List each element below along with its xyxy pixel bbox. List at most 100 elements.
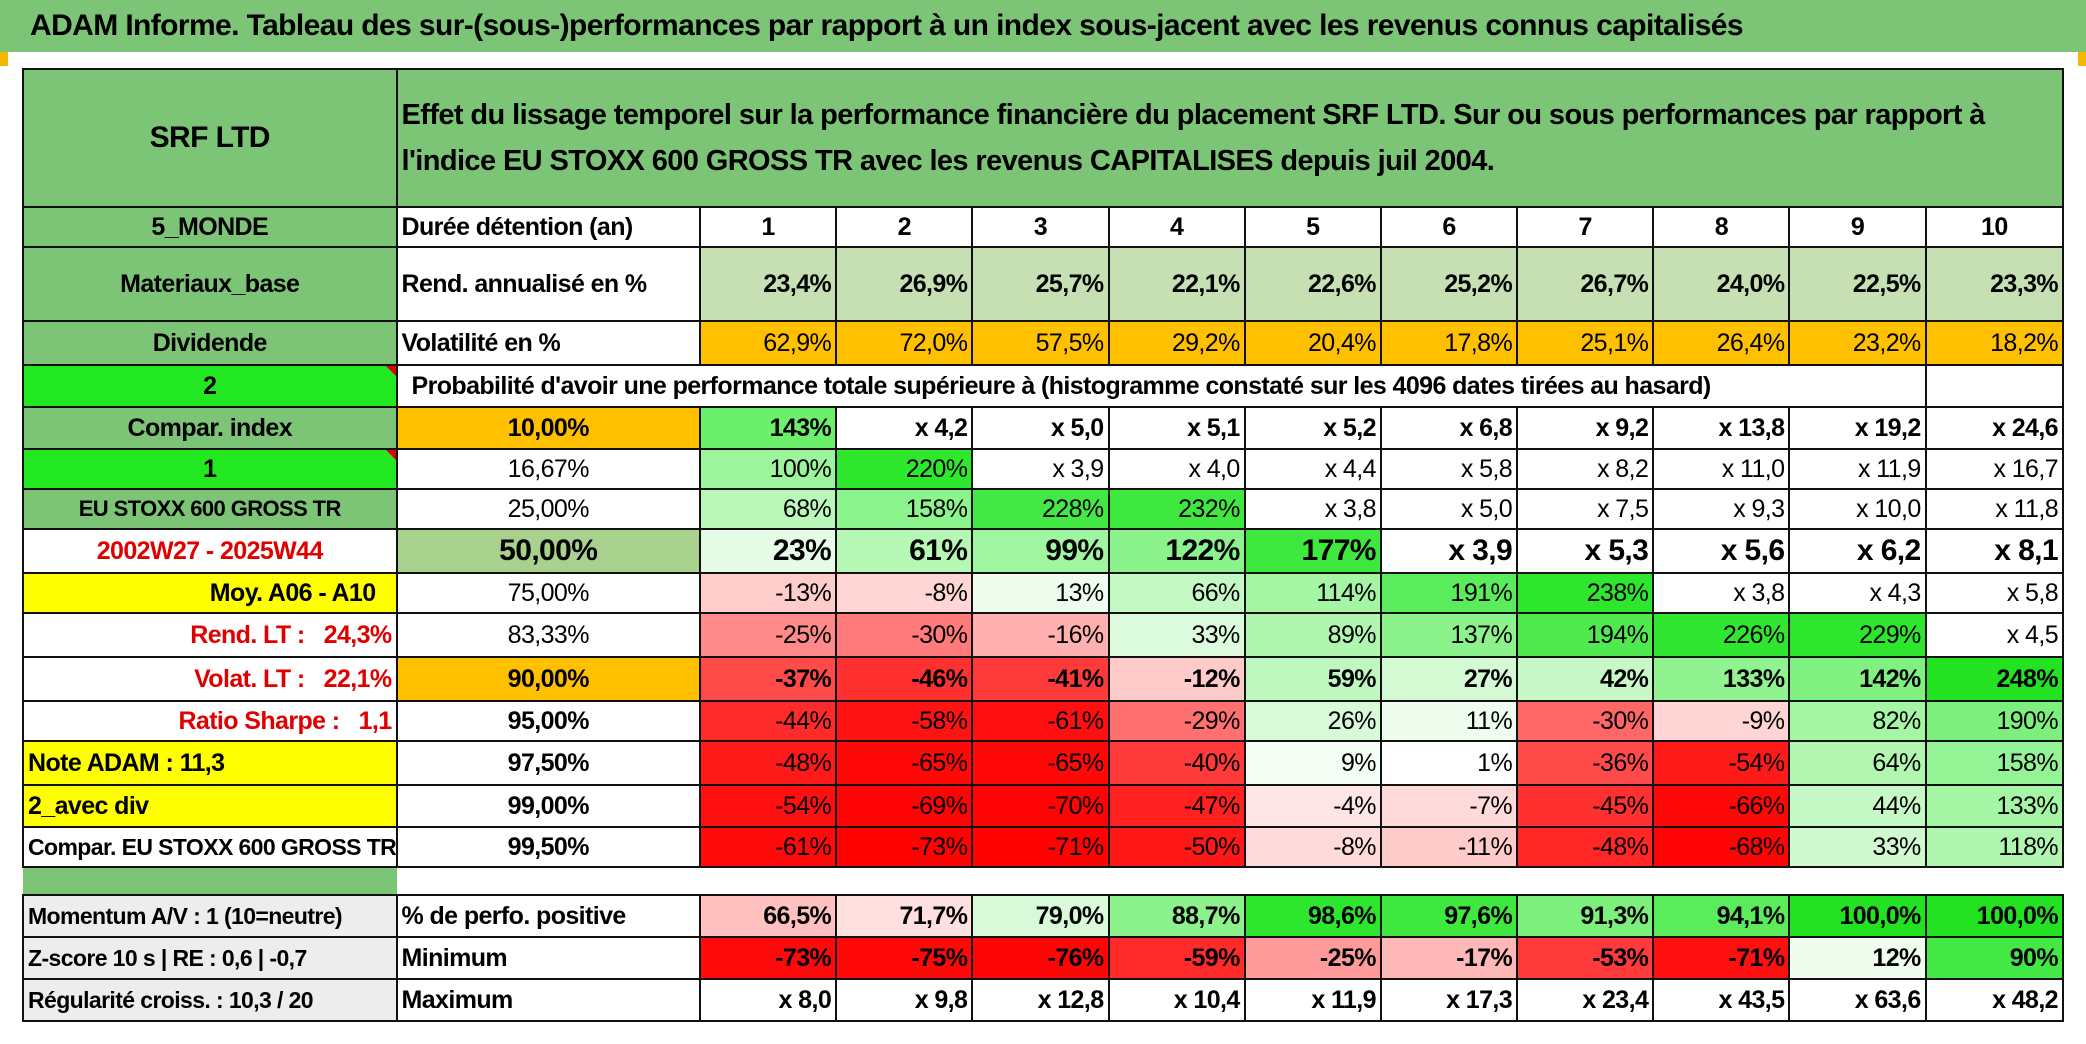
- percentile-cell: x 5,2: [1243, 406, 1382, 450]
- percentile-cell: x 19,2: [1788, 406, 1927, 450]
- percentile-cell: x 4,0: [1107, 448, 1246, 490]
- proba-empty: [1924, 364, 2065, 408]
- percentile-cell: 232%: [1107, 488, 1246, 530]
- percentile-cell: x 6,8: [1379, 406, 1519, 450]
- duree-label: Durée détention (an): [395, 206, 701, 248]
- percentile-cell: -48%: [698, 740, 838, 786]
- perfo-pos-cell: 88,7%: [1107, 894, 1246, 938]
- percentile-label: 95,00%: [395, 700, 701, 742]
- percentile-cell: 142%: [1788, 656, 1927, 702]
- percentile-cell: -16%: [971, 612, 1110, 658]
- volat-lt: Volat. LT : 22,1%: [22, 656, 398, 702]
- percentile-cell: x 11,8: [1924, 488, 2065, 530]
- percentile-cell: x 5,8: [1924, 572, 2065, 614]
- rend-cell: 22,1%: [1107, 246, 1246, 322]
- percentile-cell: x 16,7: [1924, 448, 2065, 490]
- selector-1[interactable]: 2: [22, 364, 398, 408]
- percentile-cell: 158%: [835, 488, 974, 530]
- percentile-cell: 23%: [698, 528, 838, 574]
- avec-div: 2_avec div: [22, 784, 398, 828]
- year-header: 4: [1107, 206, 1246, 248]
- regularite-label: Régularité croiss. : 10,3 / 20: [22, 978, 398, 1022]
- maximum-cell: x 43,5: [1652, 978, 1791, 1022]
- rend-lt: Rend. LT : 24,3%: [22, 612, 398, 658]
- maximum-cell: x 8,0: [698, 978, 838, 1022]
- percentile-cell: 100%: [698, 448, 838, 490]
- rend-lt-value: 24,3%: [323, 620, 392, 649]
- description-text: Effet du lissage temporel sur la perform…: [401, 99, 1986, 177]
- minimum-cell: -25%: [1243, 936, 1382, 980]
- volat-cell: 25,1%: [1516, 320, 1655, 366]
- percentile-cell: 220%: [835, 448, 974, 490]
- percentile-cell: -4%: [1243, 784, 1382, 828]
- asset-name: SRF LTD: [22, 68, 398, 208]
- percentile-label: 75,00%: [395, 572, 701, 614]
- percentile-cell: x 5,0: [971, 406, 1110, 450]
- percentile-cell: -12%: [1107, 656, 1246, 702]
- year-header: 5: [1243, 206, 1382, 248]
- percentile-label: 97,50%: [395, 740, 701, 786]
- percentile-label: 99,00%: [395, 784, 701, 828]
- percentile-cell: 191%: [1379, 572, 1519, 614]
- percentile-label: 10,00%: [395, 406, 701, 450]
- percentile-cell: -54%: [698, 784, 838, 828]
- percentile-cell: x 9,2: [1516, 406, 1655, 450]
- perfo-pos-cell: 94,1%: [1652, 894, 1791, 938]
- spacer-green: [23, 867, 397, 895]
- percentile-cell: x 3,8: [1243, 488, 1382, 530]
- volat-cell: 17,8%: [1379, 320, 1519, 366]
- sector-label: Materiaux_base: [22, 246, 398, 322]
- selector-2[interactable]: 1: [22, 448, 398, 490]
- percentile-cell: 64%: [1788, 740, 1927, 786]
- minimum-cell: -75%: [835, 936, 974, 980]
- percentile-cell: -47%: [1107, 784, 1246, 828]
- percentile-cell: 99%: [971, 528, 1110, 574]
- percentile-cell: -68%: [1652, 826, 1791, 868]
- perfo-pos-cell: 98,6%: [1243, 894, 1382, 938]
- percentile-cell: 1%: [1379, 740, 1519, 786]
- frame-corner-right: [2078, 52, 2086, 66]
- percentile-cell: -40%: [1107, 740, 1246, 786]
- percentile-cell: x 24,6: [1924, 406, 2065, 450]
- percentile-cell: 9%: [1243, 740, 1382, 786]
- rend-cell: 22,6%: [1243, 246, 1382, 322]
- report-title: ADAM Informe. Tableau des sur-(sous-)per…: [0, 0, 2086, 52]
- volat-cell: 20,4%: [1243, 320, 1382, 366]
- percentile-cell: -54%: [1652, 740, 1791, 786]
- perfo-pos-cell: 97,6%: [1379, 894, 1519, 938]
- maximum-cell: x 10,4: [1107, 978, 1246, 1022]
- percentile-cell: x 8,1: [1924, 528, 2065, 574]
- performance-sheet: SRF LTD Effet du lissage temporel sur la…: [22, 68, 2065, 1028]
- percentile-cell: -9%: [1652, 700, 1791, 742]
- percentile-label: 83,33%: [395, 612, 701, 658]
- volat-label: Volatilité en %: [395, 320, 701, 366]
- percentile-cell: x 5,3: [1516, 528, 1655, 574]
- percentile-cell: x 11,9: [1788, 448, 1927, 490]
- percentile-cell: -50%: [1107, 826, 1246, 868]
- note-adam: Note ADAM : 11,3: [22, 740, 398, 786]
- perfo-pos-cell: 79,0%: [971, 894, 1110, 938]
- minimum-cell: -71%: [1652, 936, 1791, 980]
- spacer-blank: [397, 867, 2063, 895]
- maximum-cell: x 17,3: [1379, 978, 1519, 1022]
- percentile-cell: x 4,3: [1788, 572, 1927, 614]
- percentile-cell: -45%: [1516, 784, 1655, 828]
- year-header: 2: [835, 206, 974, 248]
- moy-label: Moy. A06 - A10: [22, 572, 398, 614]
- percentile-cell: 42%: [1516, 656, 1655, 702]
- performance-table: SRF LTD Effet du lissage temporel sur la…: [22, 68, 2065, 1022]
- volat-cell: 29,2%: [1107, 320, 1246, 366]
- percentile-cell: -30%: [1516, 700, 1655, 742]
- percentile-cell: 27%: [1379, 656, 1519, 702]
- percentile-cell: 133%: [1924, 784, 2065, 828]
- perfo-pos-cell: 100,0%: [1924, 894, 2065, 938]
- year-header: 6: [1379, 206, 1519, 248]
- percentile-cell: x 5,0: [1379, 488, 1519, 530]
- percentile-cell: 143%: [698, 406, 838, 450]
- percentile-cell: -66%: [1652, 784, 1791, 828]
- percentile-label: 50,00%: [395, 528, 701, 574]
- type-label: Dividende: [22, 320, 398, 366]
- year-header: 3: [971, 206, 1110, 248]
- percentile-cell: x 5,1: [1107, 406, 1246, 450]
- maximum-cell: x 23,4: [1516, 978, 1655, 1022]
